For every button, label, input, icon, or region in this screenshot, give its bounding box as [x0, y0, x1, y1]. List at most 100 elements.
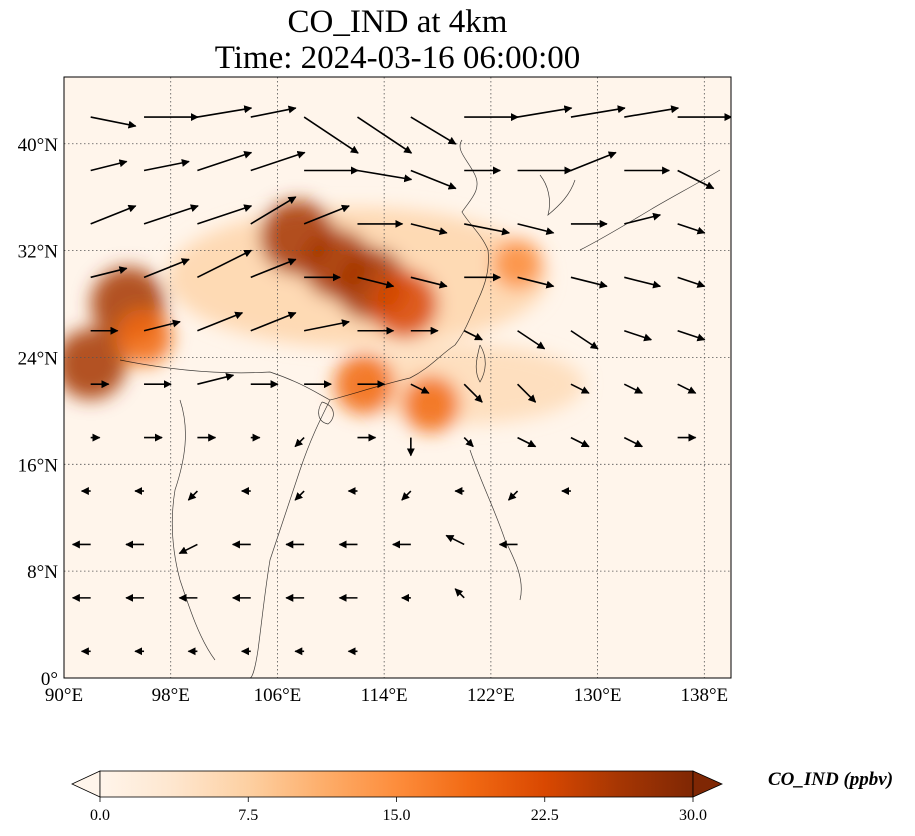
- wind-arrow: [623, 383, 643, 394]
- wind-arrow: [677, 383, 697, 394]
- wind-arrow: [143, 258, 190, 279]
- y-axis-ticks: 0° 8°N 16°N 24°N 32°N 40°N: [18, 135, 59, 690]
- chart-title: CO_IND at 4km: [287, 4, 508, 40]
- wind-arrow: [445, 534, 465, 546]
- wind-arrow: [570, 383, 590, 394]
- wind-arrow: [197, 204, 253, 225]
- wind-arrow: [517, 330, 546, 350]
- wind-arrow: [623, 436, 643, 448]
- y-tick-label: 24°N: [18, 348, 59, 369]
- x-axis-ticks: 90°E 98°E 106°E 114°E 122°E 130°E 138°E: [45, 685, 728, 706]
- wind-arrow: [517, 223, 555, 236]
- wind-arrow: [197, 249, 253, 279]
- plot-frame: [63, 76, 732, 679]
- x-tick-label: 130°E: [574, 685, 622, 706]
- y-tick-label: 8°N: [27, 562, 58, 583]
- wind-arrow: [303, 319, 350, 332]
- x-tick-label: 106°E: [254, 685, 302, 706]
- wind-arrow: [303, 116, 359, 154]
- wind-arrow: [463, 437, 474, 448]
- wind-arrow: [143, 204, 199, 225]
- wind-arrow: [677, 276, 706, 288]
- wind-arrow: [90, 116, 137, 129]
- wind-arrow: [250, 196, 297, 225]
- colorbar-tick-label: 0.0: [90, 807, 110, 824]
- colorbar-extend-min: [71, 770, 101, 798]
- wind-arrow: [463, 383, 483, 403]
- y-tick-label: 16°N: [18, 455, 59, 476]
- colorbar-tick-label: 22.5: [531, 807, 559, 824]
- wind-arrow: [677, 169, 715, 190]
- wind-arrow: [570, 330, 599, 350]
- wind-arrow: [410, 383, 430, 394]
- chart-subtitle: Time: 2024-03-16 06:00:00: [214, 40, 581, 76]
- wind-arrow: [624, 276, 662, 289]
- wind-arrow: [294, 490, 305, 501]
- colorbar-tick-label: 30.0: [679, 807, 707, 824]
- colorbar-tick-label: 7.5: [238, 807, 258, 824]
- wind-arrow: [410, 169, 457, 190]
- concentration-field: [64, 200, 585, 433]
- wind-arrow: [410, 223, 448, 236]
- wind-arrow: [570, 151, 617, 172]
- wind-arrow: [624, 212, 662, 225]
- wind-arrow: [357, 276, 395, 289]
- coastlines: [119, 139, 721, 678]
- colorbar-tick-label: 15.0: [383, 807, 411, 824]
- concentration-hotspot: [492, 239, 543, 289]
- wind-arrow: [197, 311, 244, 332]
- concentration-hotspot: [115, 309, 173, 366]
- y-tick-label: 32°N: [18, 242, 59, 263]
- wind-arrow: [624, 329, 653, 342]
- wind-arrow: [250, 311, 297, 332]
- wind-arrow: [178, 543, 198, 555]
- concentration-hotspot: [64, 328, 127, 400]
- wind-vectors: [71, 105, 731, 656]
- wind-arrow: [143, 158, 190, 172]
- colorbar-extend-max: [692, 770, 723, 798]
- wind-arrow: [357, 116, 413, 154]
- wind-arrow: [197, 373, 235, 385]
- wind-arrow: [570, 436, 590, 448]
- wind-arrow: [517, 105, 573, 118]
- wind-arrow: [463, 330, 483, 341]
- wind-arrow: [410, 116, 457, 145]
- wind-arrow: [90, 266, 128, 279]
- wind-arrow: [570, 105, 626, 118]
- wind-arrow: [187, 490, 198, 501]
- wind-arrow: [517, 276, 555, 289]
- wind-arrow: [197, 150, 253, 172]
- wind-arrow: [250, 258, 297, 279]
- x-tick-label: 138°E: [680, 685, 728, 706]
- colorbar-ticks: 0.0 7.5 15.0 22.5 30.0: [90, 797, 707, 824]
- wind-arrow: [143, 319, 181, 332]
- concentration-hotspot: [402, 376, 460, 433]
- wind-arrow: [303, 204, 350, 225]
- colorbar-gradient: [99, 770, 694, 798]
- wind-arrow: [516, 383, 537, 403]
- y-tick-label: 0°: [41, 669, 58, 690]
- wind-arrow: [250, 150, 306, 172]
- x-tick-label: 98°E: [152, 685, 190, 706]
- colorbar-label: CO_IND (ppbv): [768, 769, 894, 790]
- wind-arrow: [410, 276, 448, 289]
- wind-arrow: [357, 169, 413, 183]
- wind-arrow: [570, 276, 608, 289]
- wind-arrow: [677, 223, 706, 235]
- wind-arrow: [677, 329, 706, 342]
- wind-arrow: [401, 490, 412, 501]
- x-tick-label: 122°E: [467, 685, 515, 706]
- wind-arrow: [294, 437, 305, 448]
- wind-arrow: [90, 159, 128, 172]
- x-tick-label: 90°E: [45, 685, 83, 706]
- wind-arrow: [507, 490, 519, 501]
- wind-arrow: [197, 105, 253, 118]
- wind-arrow: [454, 588, 465, 599]
- x-tick-label: 114°E: [361, 685, 408, 706]
- wind-arrow: [250, 105, 297, 118]
- y-tick-label: 40°N: [18, 135, 59, 156]
- wind-arrow: [517, 436, 537, 448]
- wind-arrow: [624, 105, 680, 118]
